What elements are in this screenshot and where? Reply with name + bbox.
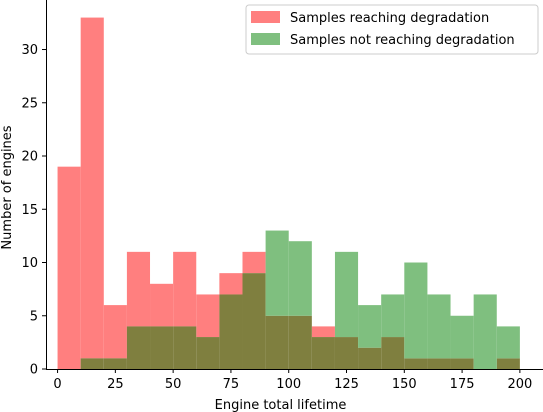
bar-overlap-80 xyxy=(242,273,266,369)
bar-not-reaching-90 xyxy=(265,230,289,316)
y-tick-label-10: 10 xyxy=(21,256,38,271)
bar-overlap-10 xyxy=(80,358,104,369)
bar-not-reaching-140 xyxy=(381,294,405,338)
y-tick-label-5: 5 xyxy=(30,309,38,324)
bar-not-reaching-130 xyxy=(358,305,382,348)
legend-swatch-not-reaching xyxy=(251,33,280,45)
bar-not-reaching-160 xyxy=(427,294,451,359)
x-tick-label-150: 150 xyxy=(392,377,417,392)
x-tick-label-50: 50 xyxy=(165,377,182,392)
x-tick-label-0: 0 xyxy=(53,377,61,392)
legend-swatch-reaching xyxy=(251,11,280,23)
bars-samples-reaching-degradation xyxy=(57,17,335,369)
x-ticks: 0 25 50 75 100 125 150 175 200 xyxy=(53,369,532,392)
bar-not-reaching-190 xyxy=(496,326,520,359)
x-tick-label-175: 175 xyxy=(450,377,475,392)
x-tick-label-25: 25 xyxy=(107,377,124,392)
bar-reaching-80 xyxy=(242,251,266,274)
bar-overlap-100 xyxy=(288,315,312,369)
legend: Samples reaching degradation Samples not… xyxy=(245,4,539,55)
bar-not-reaching-180 xyxy=(473,294,497,369)
x-tick-label-200: 200 xyxy=(507,377,532,392)
x-tick-label-125: 125 xyxy=(334,377,359,392)
bar-reaching-40 xyxy=(150,283,174,327)
bar-reaching-30 xyxy=(126,251,151,327)
bar-not-reaching-120 xyxy=(334,251,359,338)
bar-overlap-40 xyxy=(150,326,174,369)
bar-reaching-70 xyxy=(219,273,243,295)
x-tick-label-75: 75 xyxy=(223,377,240,392)
bar-overlap-190 xyxy=(496,358,520,369)
legend-box xyxy=(245,4,539,55)
bar-reaching-0 xyxy=(57,166,81,369)
y-tick-label-15: 15 xyxy=(21,203,38,218)
bar-overlap-60 xyxy=(196,337,220,369)
bar-overlap-70 xyxy=(219,294,243,369)
bar-overlap-160 xyxy=(427,358,451,369)
bar-reaching-50 xyxy=(173,251,197,327)
y-tick-label-20: 20 xyxy=(21,150,38,165)
bars-samples-not-reaching-degradation xyxy=(265,230,520,369)
bar-overlap-50 xyxy=(173,326,197,369)
bars-overlap xyxy=(80,273,520,369)
x-axis-label: Engine total lifetime xyxy=(215,398,347,412)
legend-label-reaching: Samples reaching degradation xyxy=(290,11,489,26)
bar-overlap-120 xyxy=(334,337,359,369)
bar-overlap-140 xyxy=(381,337,405,369)
y-ticks: 0 5 10 15 20 25 30 xyxy=(21,43,46,378)
y-tick-label-25: 25 xyxy=(21,96,38,111)
bar-not-reaching-100 xyxy=(288,241,312,316)
bar-reaching-10 xyxy=(80,17,104,359)
y-tick-label-0: 0 xyxy=(30,363,38,378)
x-tick-label-100: 100 xyxy=(276,377,301,392)
y-axis-label: Number of engines xyxy=(0,125,15,249)
bar-overlap-20 xyxy=(103,358,127,369)
bar-reaching-20 xyxy=(103,305,127,359)
bar-overlap-150 xyxy=(404,358,428,369)
bar-overlap-130 xyxy=(358,347,382,369)
bar-overlap-170 xyxy=(450,358,474,369)
bar-not-reaching-170 xyxy=(450,315,474,359)
bar-overlap-90 xyxy=(265,315,289,369)
y-tick-label-30: 30 xyxy=(21,43,38,58)
bar-reaching-60 xyxy=(196,294,220,338)
bar-not-reaching-150 xyxy=(404,262,428,359)
bar-reaching-110 xyxy=(311,326,335,338)
bar-overlap-30 xyxy=(126,326,151,369)
bar-overlap-110 xyxy=(311,337,335,369)
axes xyxy=(46,0,543,370)
legend-label-not-reaching: Samples not reaching degradation xyxy=(290,33,515,48)
